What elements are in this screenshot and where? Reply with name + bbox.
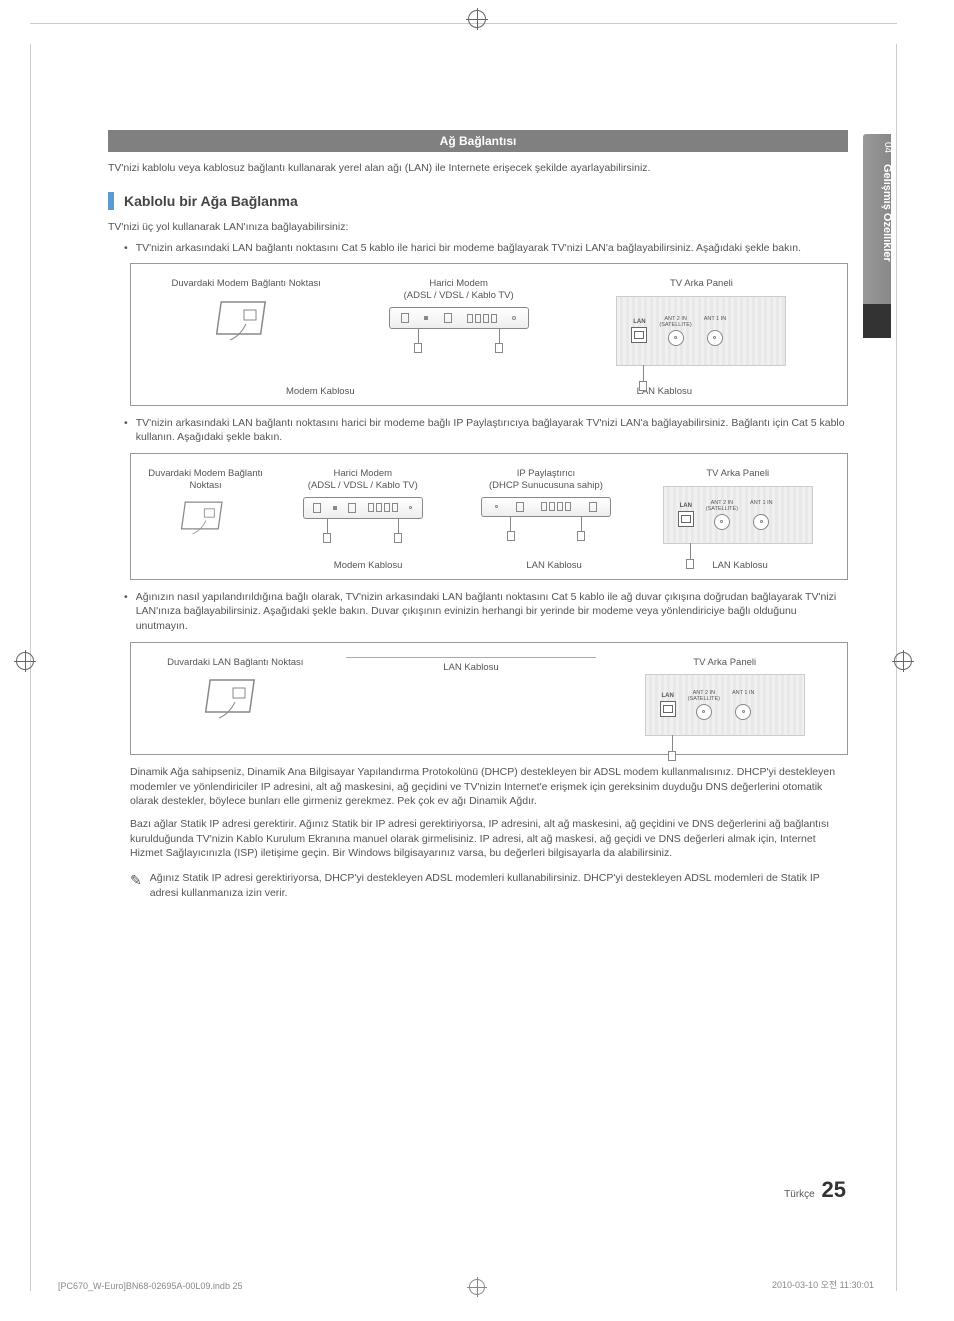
modem-subtitle: (ADSL / VDSL / Kablo TV) <box>308 480 418 491</box>
bullet-text: TV'nizin arkasındaki LAN bağlantı noktas… <box>136 416 848 445</box>
modem-label: Harici Modem (ADSL / VDSL / Kablo TV) <box>357 278 559 301</box>
tv-panel-label: TV Arka Paneli <box>616 657 833 668</box>
cable-label: LAN Kablosu <box>461 560 647 571</box>
lan-port-label: LAN <box>633 319 645 325</box>
tv-panel-label: TV Arka Paneli <box>643 468 833 479</box>
tv-panel-icon: LAN ANT 2 IN (SATELLITE) ANT 1 IN <box>663 486 813 544</box>
cable-label: Modem Kablosu <box>275 560 461 571</box>
wall-port-icon <box>216 296 276 346</box>
bullet-icon: • <box>124 416 128 445</box>
wall-port-icon <box>205 674 265 724</box>
sharer-subtitle: (DHCP Sunucusuna sahip) <box>489 480 603 491</box>
page-content: Ağ Bağlantısı TV'nizi kablolu veya kablo… <box>108 130 848 900</box>
modem-icon <box>303 497 423 519</box>
ant2-sublabel: (SATELLITE) <box>706 506 738 512</box>
subsection-heading: Kablolu bir Ağa Bağlanma <box>108 192 848 210</box>
paragraph: Bazı ağlar Statik IP adresi gerektirir. … <box>130 817 848 861</box>
bullet-text: TV'nizin arkasındaki LAN bağlantı noktas… <box>136 241 801 256</box>
bullet-icon: • <box>124 241 128 256</box>
note-text: Ağınız Statik IP adresi gerektiriyorsa, … <box>150 871 848 900</box>
diagram-1: Duvardaki Modem Bağlantı Noktası Harici … <box>130 263 848 405</box>
bullet-icon: • <box>124 590 128 634</box>
tv-panel-icon: LAN ANT 2 IN (SATELLITE) ANT 1 IN <box>616 296 786 366</box>
page-number: Türkçe 25 <box>784 1177 846 1203</box>
modem-title: Harici Modem <box>333 468 392 479</box>
chapter-tab: 04 Gelişmiş Özellikler <box>863 134 891 304</box>
paragraph: Dinamik Ağa sahipseniz, Dinamik Ana Bilg… <box>130 765 848 809</box>
chapter-tab-dark <box>863 304 891 338</box>
diagram-3: Duvardaki LAN Bağlantı Noktası LAN Kablo… <box>130 642 848 755</box>
section-title: Ağ Bağlantısı <box>108 130 848 152</box>
footer-timestamp: 2010-03-10 오전 11:30:01 <box>772 1278 874 1291</box>
modem-icon <box>389 307 529 329</box>
modem-label: Harici Modem (ADSL / VDSL / Kablo TV) <box>276 468 449 491</box>
tv-panel-label: TV Arka Paneli <box>570 278 833 289</box>
sharer-icon <box>481 497 611 517</box>
tv-panel-icon: LAN ANT 2 IN (SATELLITE) ANT 1 IN <box>645 674 805 736</box>
crop-line-top <box>30 23 897 24</box>
accent-bar <box>108 192 114 210</box>
section-intro: TV'nizi kablolu veya kablosuz bağlantı k… <box>108 162 848 174</box>
chapter-title: Gelişmiş Özellikler <box>865 164 893 262</box>
lan-port-label: LAN <box>680 503 692 509</box>
wall-port-label: Duvardaki Modem Bağlantı Noktası <box>145 278 347 289</box>
ant2-sublabel: (SATELLITE) <box>659 322 691 328</box>
note-icon: ✎ <box>130 871 142 900</box>
sharer-title: IP Paylaştırıcı <box>517 468 575 479</box>
page-num: 25 <box>822 1177 846 1202</box>
wall-port-label: Duvardaki LAN Bağlantı Noktası <box>145 657 326 668</box>
wall-port-label: Duvardaki Modem Bağlantı Noktası <box>145 468 266 491</box>
modem-subtitle: (ADSL / VDSL / Kablo TV) <box>404 290 514 301</box>
bullet-text: Ağınızın nasıl yapılandırıldığına bağlı … <box>136 590 848 634</box>
cable-label: LAN Kablosu <box>336 662 607 673</box>
registration-mark-top <box>468 10 486 28</box>
wall-port-icon <box>181 497 231 539</box>
cable-label: Modem Kablosu <box>286 386 355 397</box>
bullet-item: • TV'nizin arkasındaki LAN bağlantı nokt… <box>124 241 848 256</box>
note: ✎ Ağınız Statik IP adresi gerektiriyorsa… <box>130 871 848 900</box>
bullet-item: • TV'nizin arkasındaki LAN bağlantı nokt… <box>124 416 848 445</box>
page-lang: Türkçe <box>784 1189 815 1200</box>
sharer-label: IP Paylaştırıcı (DHCP Sunucusuna sahip) <box>459 468 632 491</box>
diagram-2: Duvardaki Modem Bağlantı Noktası Harici … <box>130 453 848 579</box>
registration-mark-left <box>16 652 34 670</box>
modem-title: Harici Modem <box>429 278 488 289</box>
footer-filename: [PC670_W-Euro]BN68-02695A-00L09.indb 25 <box>58 1281 242 1291</box>
registration-mark-right <box>894 652 912 670</box>
subsection-intro: TV'nizi üç yol kullanarak LAN'ınıza bağl… <box>108 220 848 235</box>
lan-port-label: LAN <box>662 693 674 699</box>
bullet-item: • Ağınızın nasıl yapılandırıldığına bağl… <box>124 590 848 634</box>
ant2-sublabel: (SATELLITE) <box>688 696 720 702</box>
chapter-number: 04 <box>865 142 893 153</box>
footer-registration-mark <box>469 1279 485 1295</box>
cable-label: LAN Kablosu <box>647 560 833 571</box>
subsection-title-text: Kablolu bir Ağa Bağlanma <box>124 193 298 209</box>
